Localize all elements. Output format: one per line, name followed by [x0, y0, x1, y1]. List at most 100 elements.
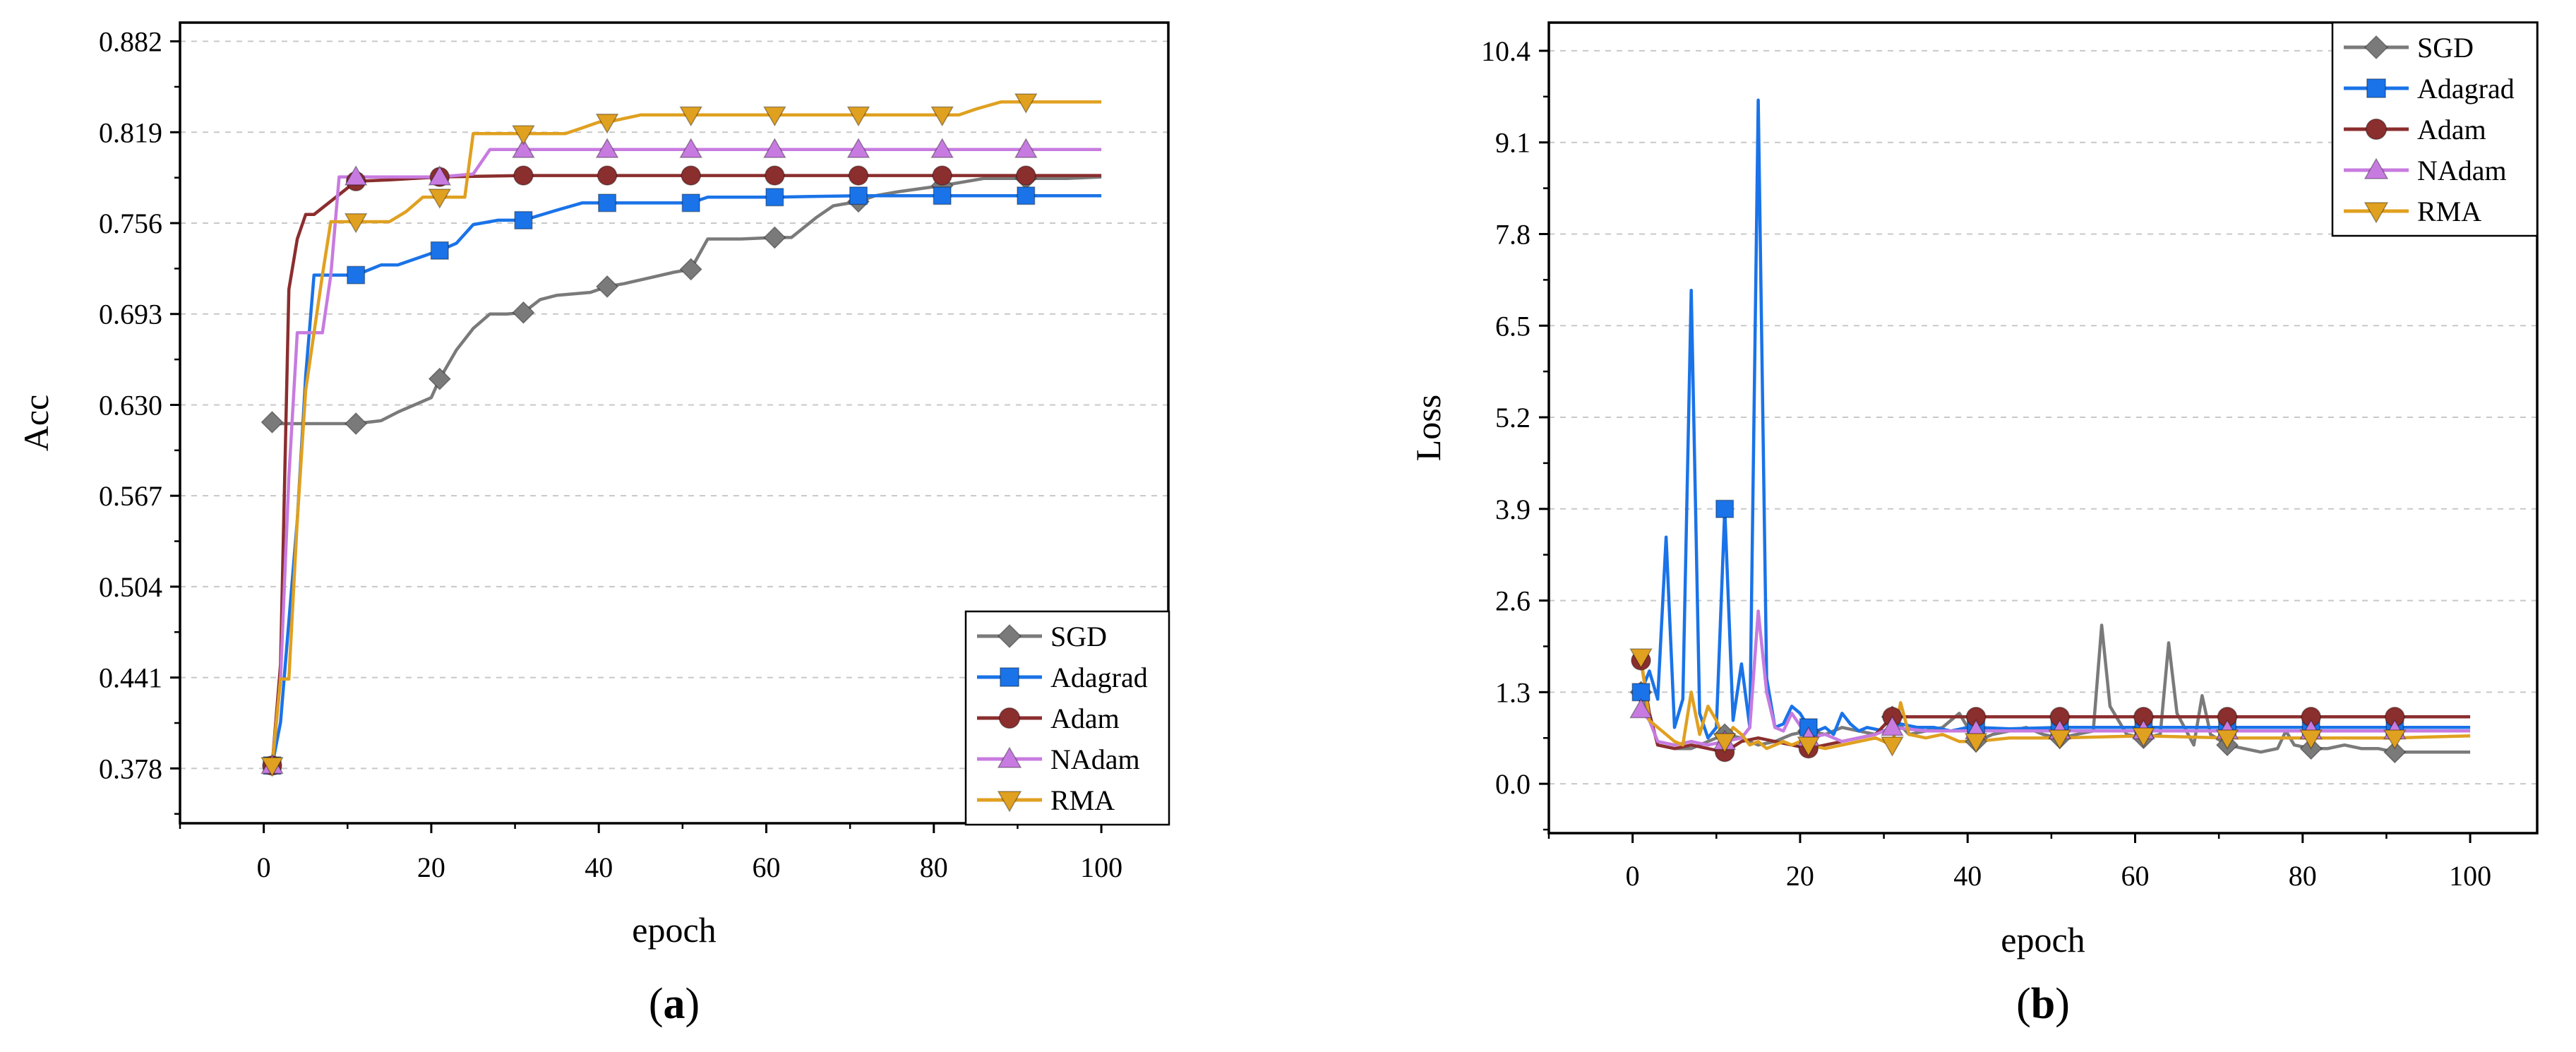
x-tick-label-4: 80 [2289, 860, 2317, 892]
legend-label-nadam: NAdam [1050, 743, 1140, 775]
legend-marker-adagrad [2366, 78, 2386, 98]
data-point-rma-11 [344, 213, 368, 234]
data-point-adam-51 [681, 165, 701, 186]
y-tick-label-8: 0.882 [99, 26, 162, 58]
legend-marker-adam [2365, 118, 2388, 141]
chart-panel-b: 0.0 1.3 2.6 3.9 5.2 6.5 7.8 9.1 10.4 0 20 40 60 80 100… [1408, 21, 2539, 1028]
legend-label-rma: RMA [1050, 784, 1115, 816]
data-point-sgd-41 [596, 275, 619, 298]
x-tick-label-3: 60 [753, 851, 781, 883]
x-axis-title: epoch [632, 910, 716, 950]
data-point-rma-1 [260, 757, 284, 777]
x-tick-label-5: 100 [1080, 851, 1122, 883]
x-tick-label-2: 40 [585, 851, 613, 883]
data-point-sgd-21 [428, 367, 451, 390]
legend-marker-nadam [2364, 157, 2389, 179]
data-point-adagrad-41 [598, 193, 617, 213]
x-tick-label-1: 20 [417, 851, 445, 883]
legend-label-adagrad: Adagrad [2417, 73, 2515, 104]
data-point-rma-91 [1014, 93, 1038, 114]
legend-box [964, 610, 1170, 826]
x-tick-label-3: 60 [2121, 860, 2150, 892]
legend-label-sgd: SGD [2417, 32, 2474, 64]
y-tick-label-8: 10.4 [1481, 35, 1530, 67]
legend-marker-adam [998, 707, 1021, 729]
data-point-rma-31 [1881, 736, 1904, 757]
data-point-adam-91 [1016, 165, 1036, 186]
y-tick-label-4: 5.2 [1495, 402, 1530, 434]
x-tick-label-1: 20 [1786, 860, 1814, 892]
y-tick-label-7: 9.1 [1495, 127, 1530, 159]
legend-label-rma: RMA [2417, 196, 2481, 227]
legend: SGD Adagrad Adam NAdam RMA [964, 610, 1170, 826]
y-tick-label-1: 0.441 [99, 662, 162, 694]
x-tick-label-0: 0 [1626, 860, 1640, 892]
y-tick-label-3: 0.567 [99, 480, 162, 512]
panel-label-b: (b) [2016, 980, 2070, 1028]
data-point-nadam-21 [428, 165, 452, 186]
y-tick-label-4: 0.630 [99, 389, 162, 421]
y-tick-label-6: 7.8 [1495, 218, 1530, 250]
plot-frame [1547, 21, 2539, 835]
legend-marker-sgd [2364, 35, 2389, 60]
legend-marker-nadam [997, 746, 1022, 768]
data-point-rma-1 [1629, 648, 1653, 669]
x-axis-title: epoch [2001, 920, 2085, 960]
data-point-adagrad-11 [347, 265, 366, 285]
data-point-adagrad-71 [849, 186, 868, 205]
legend-label-adam: Adam [2417, 114, 2486, 145]
data-point-adagrad-91 [1017, 186, 1036, 205]
y-tick-label-5: 0.693 [99, 299, 162, 330]
chart-panel-a: 0.378 0.441 0.504 0.567 0.630 0.693 0.756 0.819… [16, 21, 1170, 1028]
data-point-adagrad-51 [681, 193, 700, 213]
y-tick-label-0: 0.378 [99, 753, 162, 784]
y-tick-label-0: 0.0 [1495, 768, 1530, 800]
data-point-nadam-41 [595, 138, 619, 158]
data-point-rma-61 [2132, 727, 2155, 748]
data-point-adam-71 [848, 165, 869, 186]
data-point-nadam-1 [1629, 698, 1653, 719]
legend-marker-adagrad [1000, 667, 1019, 687]
data-point-nadam-81 [930, 138, 954, 158]
x-tick-label-0: 0 [257, 851, 271, 883]
y-tick-label-3: 3.9 [1495, 494, 1530, 525]
y-tick-label-6: 0.756 [99, 208, 162, 239]
data-point-nadam-11 [344, 165, 368, 186]
legend-marker-sgd [997, 623, 1022, 649]
series-line-sgd [272, 175, 1102, 426]
legend-marker-rma [2364, 202, 2389, 224]
legend-label-nadam: NAdam [2417, 155, 2507, 186]
data-point-adam-31 [513, 165, 534, 186]
data-point-adam-41 [597, 165, 618, 186]
y-tick-label-1: 1.3 [1495, 676, 1530, 708]
data-point-rma-71 [2215, 729, 2239, 750]
legend: SGD Adagrad Adam NAdam RMA [2331, 21, 2539, 237]
data-point-nadam-61 [763, 138, 786, 158]
y-tick-label-7: 0.819 [99, 116, 162, 148]
legend-label-sgd: SGD [1050, 621, 1107, 652]
plot-frame [179, 21, 1170, 825]
y-tick-label-2: 2.6 [1495, 585, 1530, 617]
data-point-nadam-91 [1014, 138, 1038, 158]
data-point-sgd-31 [512, 301, 535, 324]
data-point-adam-81 [932, 165, 952, 186]
y-axis-title: Loss [1408, 395, 1448, 461]
data-point-rma-51 [679, 106, 703, 127]
data-point-rma-91 [2383, 729, 2407, 750]
x-tick-label-4: 80 [920, 851, 948, 883]
data-point-nadam-31 [1881, 715, 1904, 736]
data-point-rma-71 [846, 106, 870, 127]
data-point-sgd-91 [2383, 741, 2407, 764]
data-point-sgd-11 [345, 412, 368, 436]
series-line-rma [1639, 657, 2471, 751]
data-point-rma-81 [2299, 729, 2323, 750]
data-point-rma-51 [2048, 729, 2072, 750]
data-point-rma-21 [1797, 736, 1821, 757]
data-point-rma-11 [1713, 733, 1737, 753]
data-point-sgd-1 [260, 410, 284, 434]
data-point-rma-81 [930, 106, 954, 127]
panel-label-a: (a) [649, 980, 700, 1028]
data-point-rma-41 [595, 113, 619, 134]
y-tick-label-5: 6.5 [1495, 310, 1530, 342]
